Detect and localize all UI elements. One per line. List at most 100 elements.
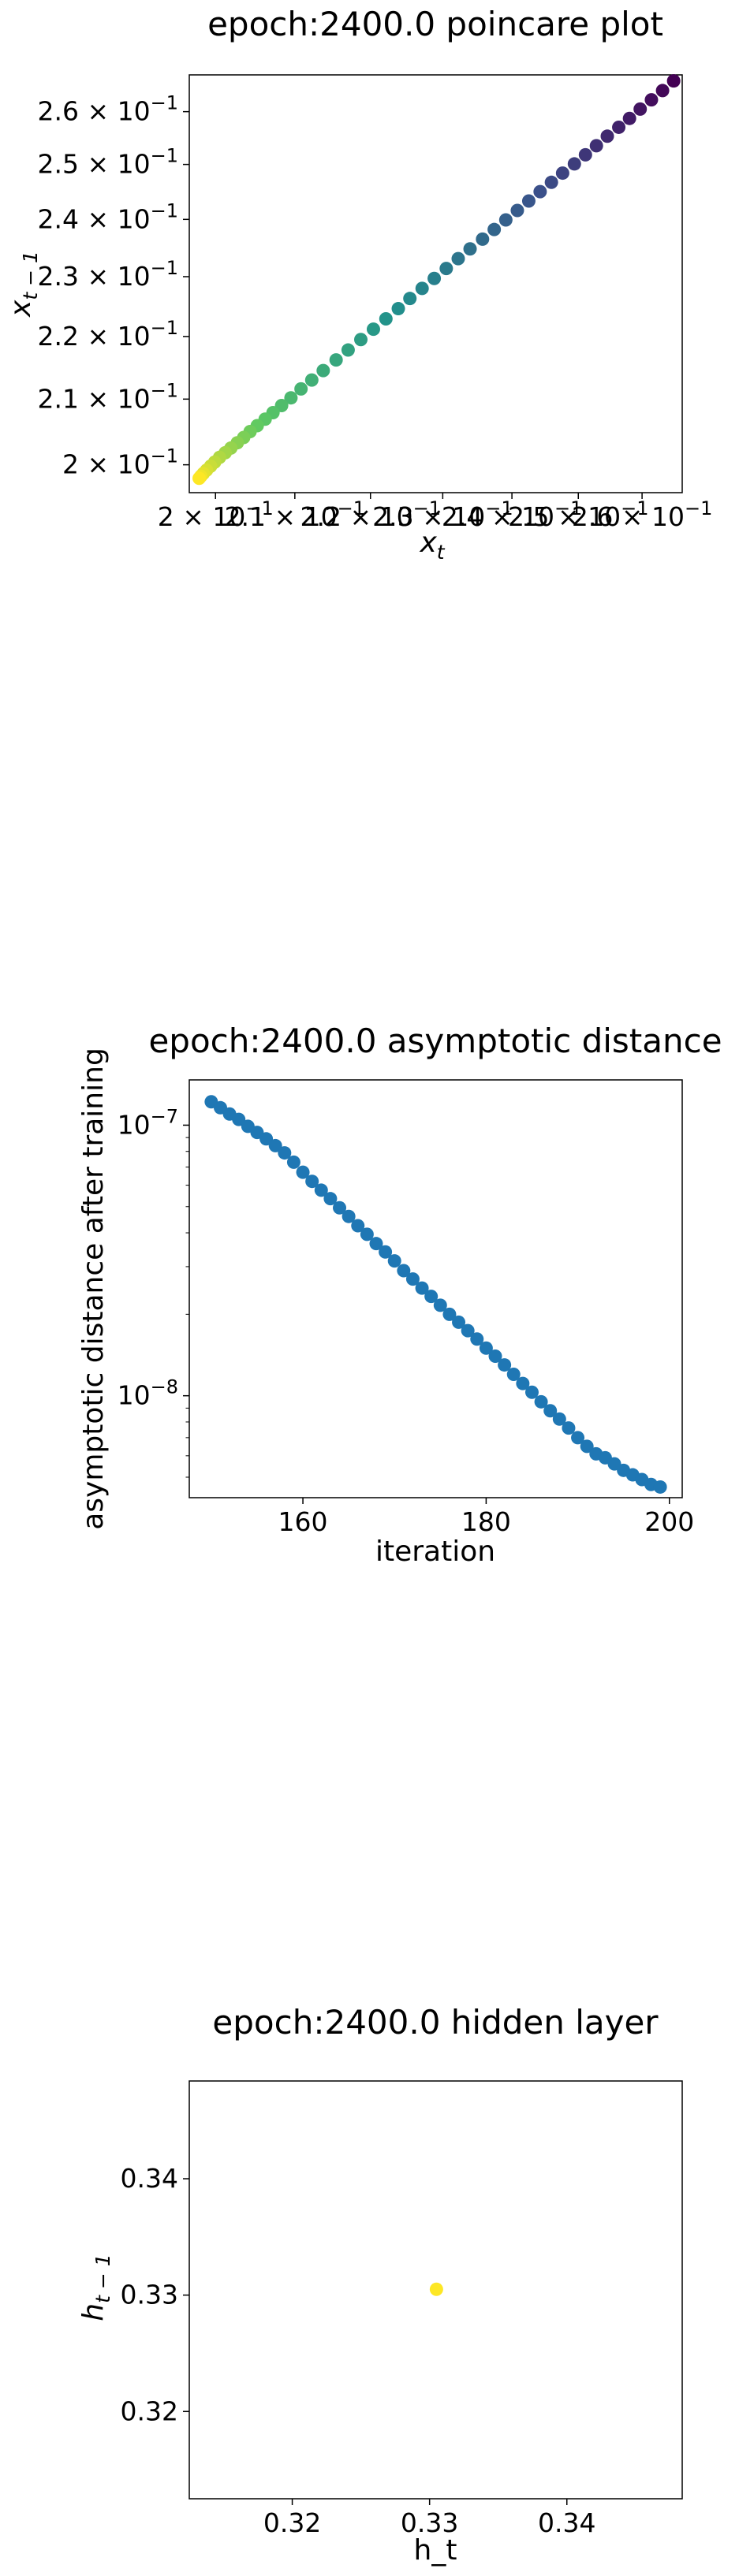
data-point xyxy=(354,333,368,347)
data-point xyxy=(366,322,380,337)
x-tick-label: 2.2 × 10−1 xyxy=(300,497,440,532)
data-point xyxy=(451,251,465,266)
data-point xyxy=(405,1272,420,1286)
data-point xyxy=(524,1385,539,1399)
data-point xyxy=(429,2282,443,2296)
data-point xyxy=(424,1290,439,1304)
hidden-layer-plot: epoch:2400.0 hidden layer 0.32 0.33 0.34 0.3… xyxy=(77,2003,683,2567)
y-tick-label: 0.33 xyxy=(121,2280,178,2310)
plot-frame xyxy=(188,74,683,493)
x-tick-label: 2.1 × 10−1 xyxy=(225,497,366,532)
data-point xyxy=(427,271,442,285)
chart-title: epoch:2400.0 poincare plot xyxy=(207,5,663,43)
data-point xyxy=(506,1368,521,1382)
data-point xyxy=(433,1298,447,1312)
x-axis-label: xt xyxy=(419,527,445,564)
data-point xyxy=(341,343,355,357)
data-point xyxy=(488,1349,502,1364)
data-point xyxy=(516,1376,530,1390)
data-point xyxy=(232,1112,246,1126)
data-point xyxy=(296,1165,310,1179)
data-point xyxy=(294,382,308,396)
data-point xyxy=(612,120,626,134)
data-point xyxy=(379,1245,393,1259)
x-tick-label: 2.3 × 10−1 xyxy=(372,497,513,532)
y-tick-label: 10−8 xyxy=(118,1376,178,1411)
data-point xyxy=(544,175,558,189)
data-point xyxy=(655,84,670,98)
data-point xyxy=(304,373,319,387)
data-point xyxy=(284,391,298,405)
data-point xyxy=(653,1480,667,1494)
y-tick-label: 2.5 × 10−1 xyxy=(38,145,179,180)
data-point xyxy=(397,1264,411,1278)
data-point xyxy=(534,1394,548,1409)
x-tick-label: 0.34 xyxy=(538,2507,595,2538)
data-point xyxy=(286,1155,300,1169)
data-point xyxy=(552,1412,566,1426)
x-tick-label: 160 xyxy=(278,1506,328,1537)
chart-title: epoch:2400.0 asymptotic distance xyxy=(148,1022,722,1060)
y-tick-label: 2.3 × 10−1 xyxy=(38,257,179,292)
x-axis-label: h_t xyxy=(414,2534,457,2567)
data-point xyxy=(463,242,477,256)
x-tick-label: 2 × 10−1 xyxy=(158,497,274,532)
data-point xyxy=(387,1254,401,1268)
data-point xyxy=(314,1183,328,1197)
data-point xyxy=(415,1281,429,1295)
plot-frame xyxy=(188,1079,683,1498)
data-point xyxy=(268,1138,282,1152)
data-point xyxy=(521,194,536,208)
chart-title: epoch:2400.0 hidden layer xyxy=(212,2003,659,2042)
y-axis-label: asymptotic distance after training xyxy=(77,1048,110,1530)
data-point xyxy=(192,471,207,486)
x-tick-label: 180 xyxy=(461,1506,511,1537)
x-tick-label: 0.33 xyxy=(401,2507,458,2538)
data-point xyxy=(633,102,648,116)
y-tick-label: 10−7 xyxy=(118,1105,178,1140)
data-point xyxy=(452,1315,466,1329)
data-point xyxy=(278,1146,292,1160)
data-point xyxy=(323,1192,338,1206)
y-tick-label: 2.6 × 10−1 xyxy=(38,92,179,127)
y-tick-label: 2.1 × 10−1 xyxy=(38,379,179,414)
x-tick-label: 2.5 × 10−1 xyxy=(508,497,649,532)
data-point xyxy=(342,1209,356,1223)
y-tick-label: 0.32 xyxy=(121,2395,178,2426)
data-point xyxy=(305,1174,319,1189)
data-point xyxy=(476,232,490,246)
y-tick-label: 2 × 10−1 xyxy=(62,445,178,480)
y-axis-label: ht − 1 xyxy=(77,2254,114,2321)
y-tick-label: 2.4 × 10−1 xyxy=(38,199,179,234)
data-point xyxy=(580,1439,594,1454)
data-point xyxy=(644,93,659,107)
data-point xyxy=(589,139,603,153)
data-point xyxy=(510,203,524,218)
data-point xyxy=(415,281,429,296)
data-point xyxy=(498,1358,512,1372)
data-point xyxy=(316,363,330,378)
x-tick-label: 0.32 xyxy=(263,2507,321,2538)
data-point xyxy=(498,213,513,227)
data-point xyxy=(333,1201,347,1215)
data-point xyxy=(479,1341,493,1355)
data-point xyxy=(379,312,393,326)
data-point xyxy=(360,1227,374,1241)
data-point xyxy=(470,1332,484,1346)
x-tick-label: 200 xyxy=(644,1506,694,1537)
y-axis-label: xt − 1 xyxy=(5,251,42,318)
data-point xyxy=(571,1431,585,1445)
x-tick-label: 2.6 × 10−1 xyxy=(572,497,713,532)
data-point xyxy=(461,1323,475,1338)
data-point xyxy=(351,1219,365,1233)
data-point xyxy=(369,1237,383,1251)
data-point xyxy=(600,129,614,143)
data-point xyxy=(391,302,405,316)
data-point xyxy=(442,1307,457,1321)
data-point xyxy=(439,262,453,276)
data-point xyxy=(555,166,569,181)
x-axis-label: iteration xyxy=(375,1536,495,1568)
y-tick-label: 0.34 xyxy=(121,2163,178,2194)
data-point xyxy=(578,147,592,162)
